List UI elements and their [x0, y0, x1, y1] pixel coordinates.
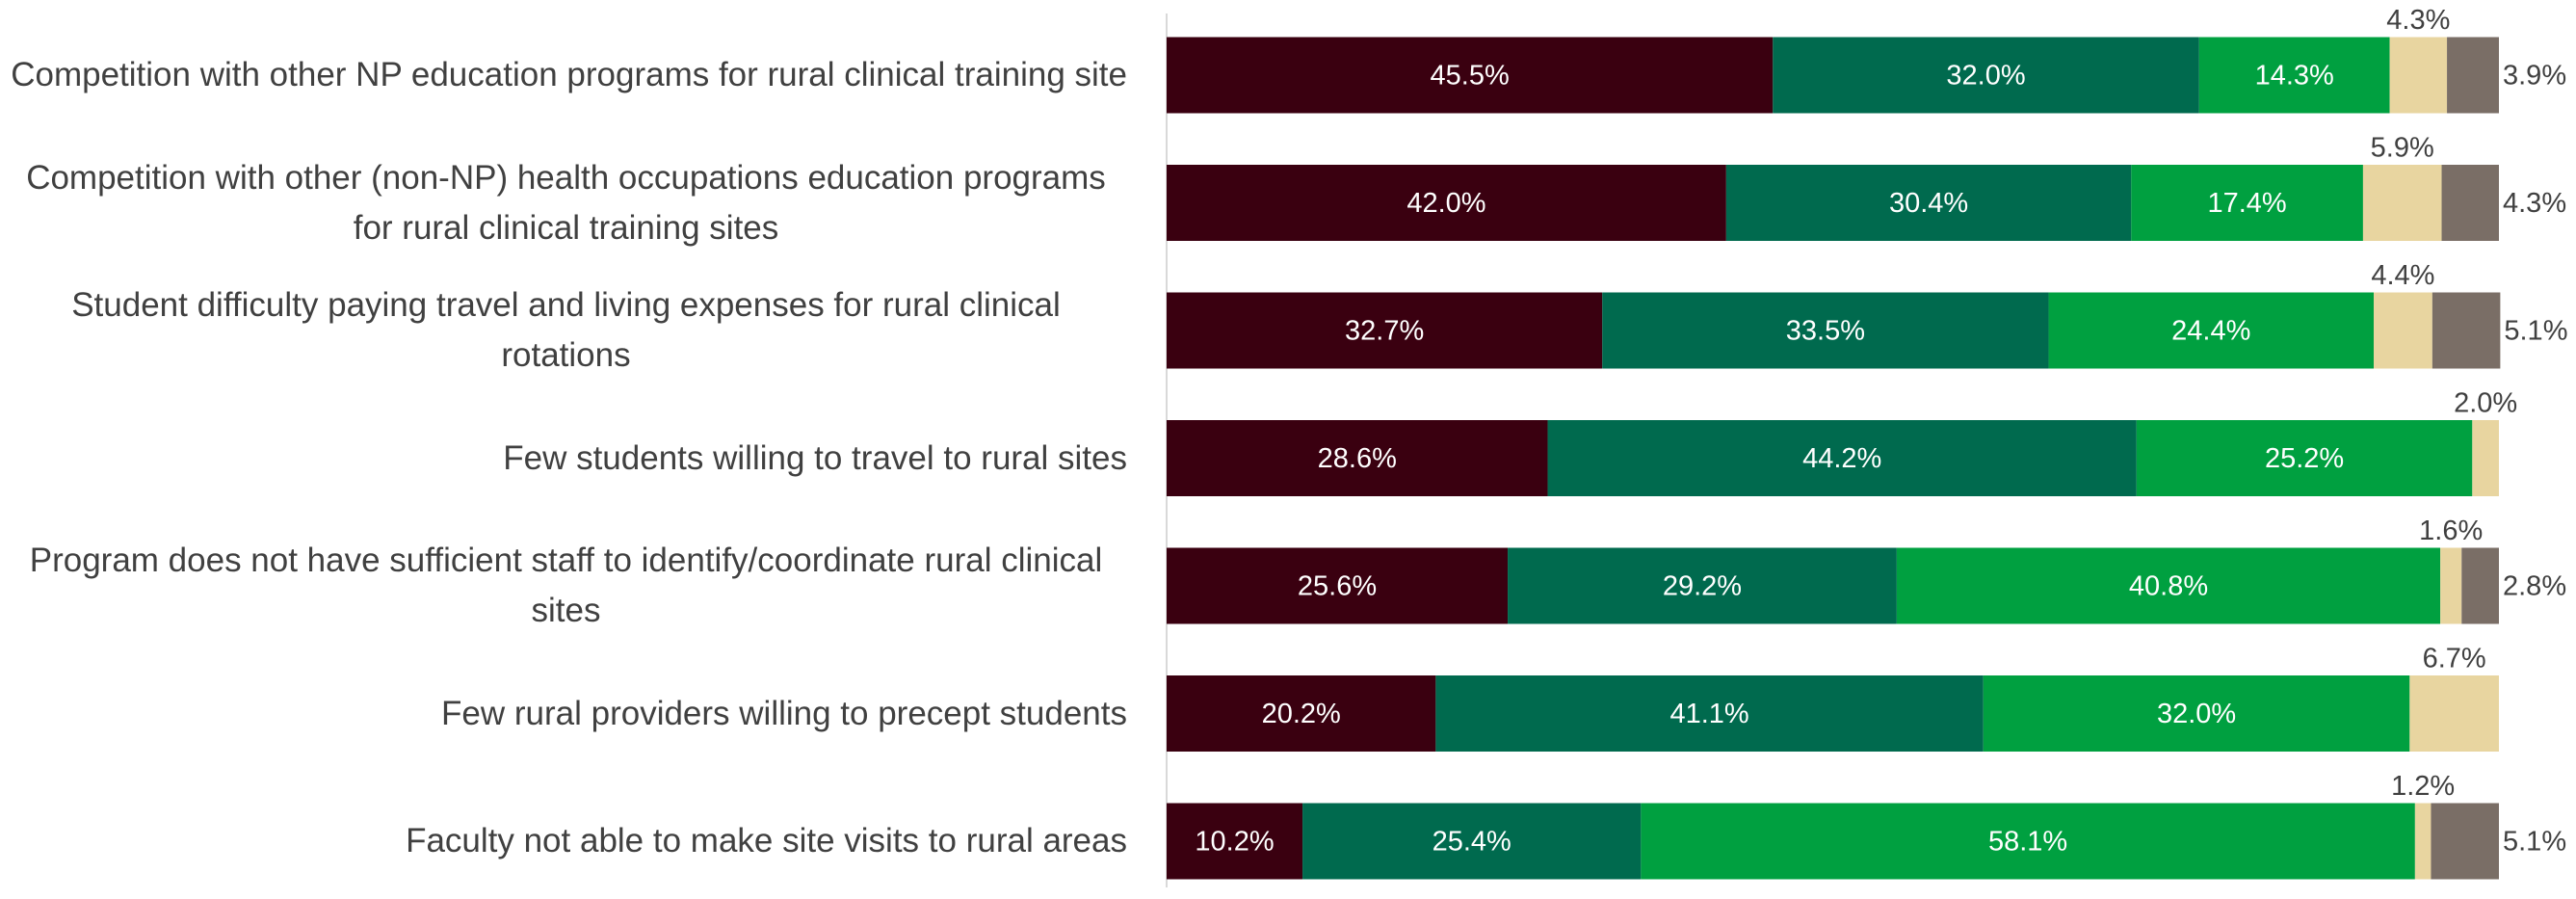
bar-segment — [1508, 547, 1897, 624]
value-label: 32.7% — [1345, 316, 1424, 347]
bar-segment — [2373, 292, 2432, 369]
value-label: 42.0% — [1406, 188, 1485, 219]
value-label: 6.7% — [2423, 644, 2486, 674]
category-label: Program does not have sufficient staff t… — [29, 542, 1103, 629]
value-label: 2.0% — [2454, 388, 2517, 419]
value-label: 28.6% — [1318, 443, 1397, 474]
bar-segment — [2440, 547, 2462, 624]
value-label: 4.3% — [2386, 5, 2450, 36]
bar-segment — [1167, 37, 1774, 114]
bar-segment — [2362, 165, 2442, 241]
value-label: 24.4% — [2171, 316, 2250, 347]
value-label: 25.6% — [1298, 571, 1377, 602]
value-label: 5.1% — [2504, 316, 2567, 347]
value-label: 33.5% — [1786, 316, 1865, 347]
value-label: 32.0% — [1946, 61, 2025, 92]
bar-segment — [1167, 292, 1603, 369]
bar-segment — [2409, 675, 2499, 752]
bar-segment — [1167, 803, 1303, 880]
value-label: 58.1% — [1988, 827, 2067, 858]
bar-segment — [2431, 803, 2499, 880]
category-label: Competition with other NP education prog… — [11, 56, 1127, 93]
bar-segment — [1725, 165, 2132, 241]
bar-segment — [1983, 675, 2410, 752]
bar-segment — [2414, 803, 2431, 880]
category-label: Few rural providers willing to precept s… — [441, 694, 1127, 732]
value-label: 1.2% — [2391, 771, 2455, 802]
value-label: 41.1% — [1669, 699, 1748, 729]
value-label: 30.4% — [1889, 188, 1968, 219]
bar-segment — [1547, 420, 2137, 496]
bar-segment — [1302, 803, 1642, 880]
category-label-box: Competition with other NP education prog… — [5, 17, 1127, 133]
value-label: 45.5% — [1431, 61, 1510, 92]
bar-segment — [2441, 165, 2499, 241]
value-label: 25.4% — [1433, 827, 1511, 858]
value-label: 29.2% — [1663, 571, 1742, 602]
bar-segment — [1641, 803, 2415, 880]
value-label: 3.9% — [2503, 61, 2566, 92]
value-label: 2.8% — [2503, 571, 2566, 602]
value-label: 4.3% — [2503, 188, 2566, 219]
value-label: 1.6% — [2419, 516, 2483, 546]
bar-segment — [1602, 292, 2049, 369]
category-label: Few students willing to travel to rural … — [503, 438, 1127, 477]
value-label: 40.8% — [2129, 571, 2208, 602]
category-label-box: Student difficulty paying travel and liv… — [5, 273, 1127, 388]
category-label-box: Few students willing to travel to rural … — [5, 401, 1127, 516]
category-label: Competition with other (non-NP) health o… — [26, 158, 1106, 247]
bar-segment — [1167, 675, 1436, 752]
bar-segment — [1167, 547, 1509, 624]
value-label: 14.3% — [2255, 61, 2334, 92]
bar-segment — [1896, 547, 2441, 624]
value-label: 10.2% — [1195, 827, 1274, 858]
value-label: 32.0% — [2157, 699, 2236, 729]
value-label: 44.2% — [1802, 443, 1881, 474]
bar-segment — [2447, 37, 2499, 114]
value-label: 25.2% — [2265, 443, 2344, 474]
value-label: 20.2% — [1262, 699, 1341, 729]
bar-segment — [2472, 420, 2499, 496]
value-label: 5.1% — [2503, 827, 2566, 858]
bar-segment — [2431, 292, 2501, 369]
bar-segment — [1773, 37, 2199, 114]
value-label: 5.9% — [2371, 133, 2434, 164]
category-label: Faculty not able to make site visits to … — [406, 822, 1127, 859]
category-label-box: Program does not have sufficient staff t… — [5, 528, 1127, 644]
category-label-box: Faculty not able to make site visits to … — [5, 783, 1127, 899]
category-label: Student difficulty paying travel and liv… — [71, 286, 1061, 374]
bar-segment — [1167, 420, 1548, 496]
bar-segment — [1167, 165, 1726, 241]
bar-segment — [2131, 165, 2363, 241]
bar-segment — [2389, 37, 2448, 114]
category-label-box: Competition with other (non-NP) health o… — [5, 145, 1127, 261]
bar-segment — [1435, 675, 1984, 752]
category-label-box: Few rural providers willing to precept s… — [5, 656, 1127, 772]
bar-segment — [2461, 547, 2499, 624]
bar-segment — [2136, 420, 2473, 496]
value-label: 17.4% — [2207, 188, 2286, 219]
bar-segment — [2198, 37, 2390, 114]
value-label: 4.4% — [2371, 260, 2434, 291]
bar-segment — [2048, 292, 2374, 369]
